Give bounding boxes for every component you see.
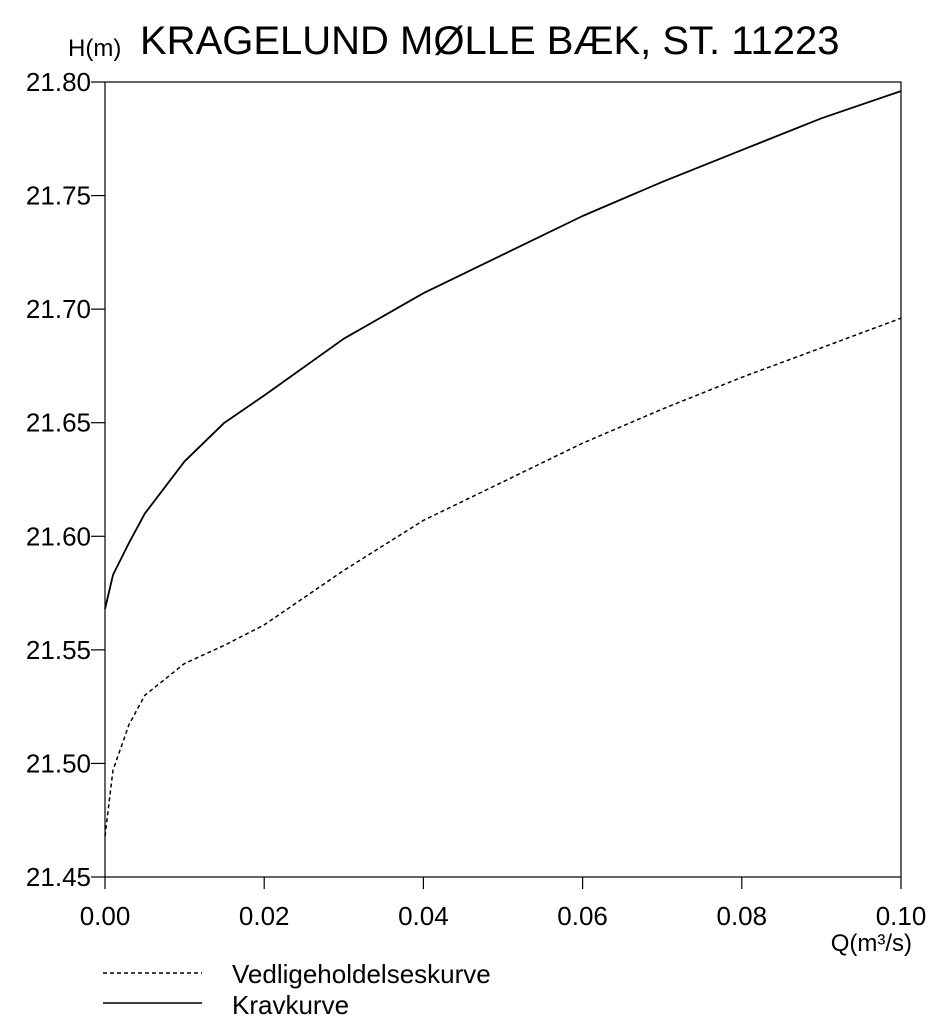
y-axis-label: H(m)	[68, 35, 121, 62]
y-tick-label: 21.75	[26, 181, 91, 211]
x-tick-label: 0.00	[80, 901, 131, 931]
chart-title: KRAGELUND MØLLE BÆK, ST. 11223	[140, 19, 840, 63]
y-tick-label: 21.50	[26, 748, 91, 778]
x-tick-label: 0.02	[239, 901, 290, 931]
x-axis: 0.00 0.02 0.04 0.06 0.08 0.10	[80, 877, 927, 931]
series-line-kravkurve	[104, 90, 902, 610]
y-tick-label: 21.45	[26, 862, 91, 892]
legend-label-kravkurve: Kravkurve	[232, 990, 349, 1017]
x-tick-label: 0.04	[398, 901, 449, 931]
x-tick-label: 0.08	[716, 901, 767, 931]
x-axis-label: Q(m³/s)	[831, 930, 912, 957]
y-tick-label: 21.60	[26, 521, 91, 551]
plot-frame	[104, 81, 902, 878]
y-tick-label: 21.55	[26, 635, 91, 665]
series-line-vedligeholdelseskurve	[104, 317, 902, 837]
y-tick-label: 21.65	[26, 408, 91, 438]
x-tick-label: 0.10	[876, 901, 927, 931]
y-tick-label: 21.80	[26, 67, 91, 97]
legend-label-vedligeholdelseskurve: Vedligeholdelseskurve	[232, 959, 491, 989]
legend: Vedligeholdelseskurve Kravkurve	[103, 959, 491, 1017]
y-axis: 21.45 21.50 21.55 21.60 21.65 21.70 21.75 21.80	[26, 67, 105, 892]
series-layer	[104, 90, 902, 837]
y-tick-label: 21.70	[26, 294, 91, 324]
x-tick-label: 0.06	[557, 901, 608, 931]
